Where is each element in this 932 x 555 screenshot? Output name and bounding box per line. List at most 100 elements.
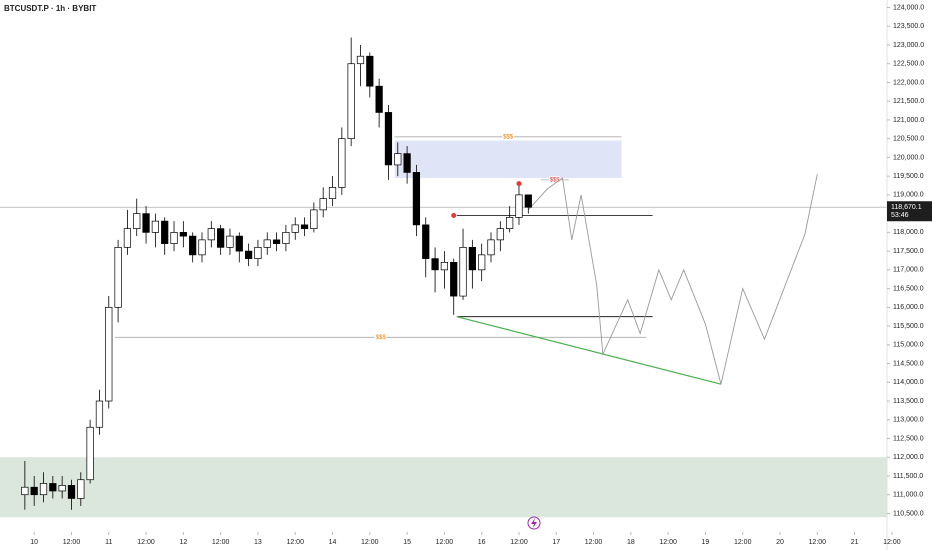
candle-body <box>347 63 355 140</box>
x-tick-label: 12:00 <box>809 539 827 546</box>
candle-body <box>375 85 383 113</box>
y-tick-label: 121,500.0 <box>893 98 924 105</box>
candle-body <box>506 217 514 229</box>
price-label: 118,670.1 <box>891 204 922 211</box>
y-tick-label: 112,500.0 <box>893 435 924 442</box>
candle-body <box>263 239 271 248</box>
candle-body <box>161 220 169 244</box>
candle-body <box>319 198 327 211</box>
candle-body <box>328 187 337 199</box>
x-tick-label: 16 <box>478 539 486 546</box>
chart-title: BTCUSDT.P · 1h · BYBIT <box>4 4 96 13</box>
candle-body <box>207 228 215 241</box>
x-tick-label: 14 <box>329 539 337 546</box>
x-tick-label: 12:00 <box>63 539 81 546</box>
candle-body <box>412 172 421 226</box>
candle-body <box>478 254 486 271</box>
x-tick-label: 18 <box>627 539 635 546</box>
y-tick-label: 120,000.0 <box>893 154 924 161</box>
y-tick-label: 114,500.0 <box>893 360 924 367</box>
x-tick-label: 12:00 <box>659 539 677 546</box>
candle-body <box>394 153 402 166</box>
x-tick-label: 13 <box>254 539 262 546</box>
candle-body <box>235 235 243 252</box>
x-tick-label: 15 <box>403 539 411 546</box>
x-tick-label: 12:00 <box>137 539 155 546</box>
candle-body <box>468 247 476 271</box>
y-tick-label: 124,000.0 <box>893 4 924 11</box>
marker <box>451 213 457 219</box>
y-tick-label: 115,000.0 <box>893 342 924 349</box>
candle-body <box>49 483 57 492</box>
x-tick-label: 12:00 <box>585 539 603 546</box>
candle-body <box>67 485 76 499</box>
y-tick-label: 111,500.0 <box>893 473 923 480</box>
x-tick-label: 19 <box>702 539 710 546</box>
x-tick-label: 12:00 <box>883 539 901 546</box>
y-tick-label: 115,500.0 <box>893 323 924 330</box>
candle-body <box>244 250 253 259</box>
candle-body <box>282 232 290 244</box>
candle-body <box>431 258 439 271</box>
zone <box>394 140 622 179</box>
x-tick-label: 10 <box>30 539 38 546</box>
y-tick-label: 116,000.0 <box>893 304 924 311</box>
level-label: $$$ <box>376 335 387 341</box>
projection-path <box>527 174 818 385</box>
candle-body <box>86 426 94 481</box>
candle-body <box>133 213 141 229</box>
candle-body <box>450 262 458 297</box>
y-tick-label: 120,500.0 <box>893 136 924 143</box>
candle-body <box>39 483 48 496</box>
candle-body <box>123 228 132 248</box>
candle-body <box>366 55 374 87</box>
candle-body <box>254 247 262 259</box>
candle-body <box>524 194 532 208</box>
candle-body <box>21 486 29 496</box>
candle-body <box>189 235 197 256</box>
x-tick-label: 20 <box>776 539 784 546</box>
plot-area: $$$ $$$ $$$ <box>0 37 887 518</box>
y-tick-label: 116,500.0 <box>893 285 924 292</box>
y-tick-label: 123,500.0 <box>893 23 924 30</box>
candle-body <box>440 262 449 271</box>
y-tick-label: 111,000.0 <box>893 492 923 499</box>
candle-body <box>151 220 159 233</box>
y-tick-label: 119,000.0 <box>893 192 924 199</box>
level-label: $$$ <box>503 134 514 140</box>
candle-body <box>487 239 495 256</box>
candle-body <box>217 228 225 248</box>
x-tick-label: 11 <box>105 539 112 546</box>
candle-body <box>170 232 178 244</box>
x-tick-label: 12:00 <box>436 539 454 546</box>
candle-body <box>515 194 523 218</box>
y-tick-label: 110,500.0 <box>893 510 924 517</box>
candle-body <box>356 55 365 65</box>
candle-body <box>226 235 234 248</box>
event-icon <box>527 516 541 530</box>
x-tick-label: 12:00 <box>212 539 230 546</box>
marker <box>516 181 522 187</box>
candle-body <box>403 153 411 173</box>
candle-body <box>77 479 85 499</box>
x-tick-label: 17 <box>552 539 560 546</box>
y-tick-label: 122,000.0 <box>893 79 924 86</box>
candle-body <box>496 228 504 241</box>
level-label: $$$ <box>550 177 561 183</box>
x-tick-label: 12:00 <box>734 539 752 546</box>
x-tick-label: 21 <box>851 539 859 546</box>
candle-body <box>422 224 430 259</box>
candle-body <box>30 486 38 496</box>
x-tick-label: 12 <box>179 539 187 546</box>
candle-body <box>198 239 206 256</box>
candle-body <box>142 213 150 233</box>
x-tick-label: 12:00 <box>510 539 528 546</box>
candle-body <box>338 138 346 188</box>
countdown: 53:46 <box>891 212 909 219</box>
y-tick-label: 123,000.0 <box>893 42 924 49</box>
candle-body <box>58 485 66 492</box>
x-tick-label: 12:00 <box>286 539 304 546</box>
y-tick-label: 113,000.0 <box>893 417 924 424</box>
candle-body <box>291 224 299 233</box>
